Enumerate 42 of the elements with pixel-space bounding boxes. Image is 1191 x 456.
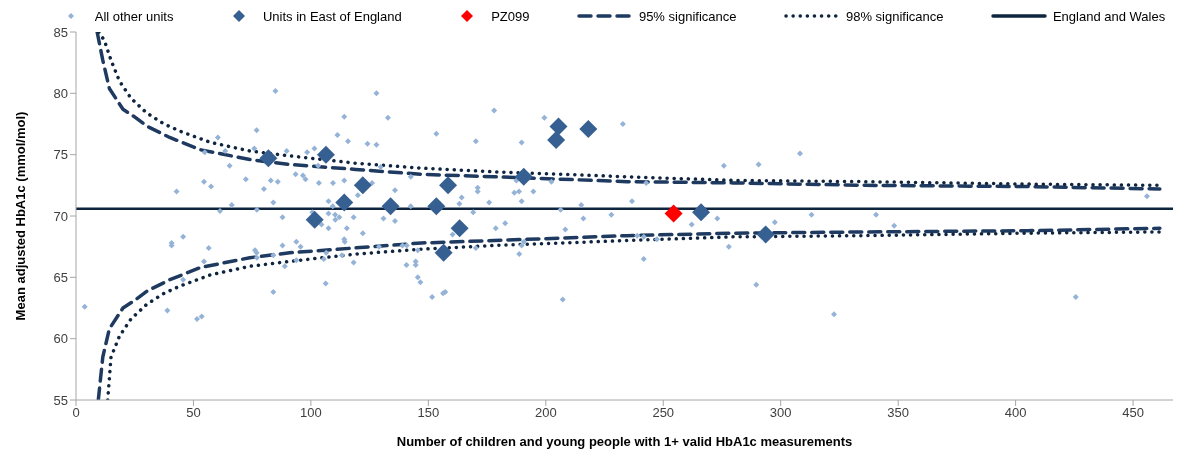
x-tick-label: 150	[417, 405, 440, 421]
point	[427, 197, 446, 216]
point	[353, 176, 372, 195]
x-tick-label: 100	[300, 405, 322, 421]
y-tick-label: 80	[53, 85, 68, 101]
legend-label: 98% significance	[845, 8, 944, 24]
point	[664, 204, 683, 223]
y-tick-label: 75	[53, 147, 68, 163]
legend-label: Units in East of England	[262, 8, 402, 24]
point	[305, 210, 324, 229]
y-tick-label: 55	[53, 392, 68, 408]
point	[450, 219, 469, 238]
point	[439, 176, 458, 195]
x-tick-label: 200	[534, 405, 557, 421]
legend-label: PZ099	[491, 8, 530, 24]
point	[381, 197, 400, 216]
y-tick-label: 85	[53, 24, 68, 40]
x-tick-label: 250	[652, 405, 675, 421]
y-tick-label: 60	[53, 331, 68, 347]
y-axis-title: Mean adjusted HbA1c (mmol/mol)	[12, 111, 28, 321]
y-tick-label: 70	[53, 208, 68, 224]
x-tick-label: 50	[186, 405, 201, 421]
point	[259, 149, 278, 168]
point	[756, 225, 775, 244]
y-tick-label: 65	[53, 269, 68, 285]
x-tick-label: 450	[1122, 405, 1144, 421]
point	[549, 117, 568, 136]
x-axis-title: Number of children and young people with 1+ valid HbA1c measurements	[396, 434, 853, 449]
point	[547, 130, 566, 149]
x-tick-label: 300	[769, 405, 792, 421]
legend-label: England and Wales	[1052, 8, 1166, 24]
point	[335, 193, 354, 212]
legend-label: All other units	[94, 8, 174, 24]
point	[514, 167, 533, 186]
x-tick-label: 400	[1004, 405, 1027, 421]
legend-label: 95% significance	[638, 8, 737, 24]
point	[434, 243, 453, 262]
x-tick-label: 350	[887, 405, 910, 421]
x-tick-label: 0	[72, 405, 80, 421]
point	[579, 119, 598, 138]
point	[316, 145, 335, 164]
point	[692, 203, 711, 222]
